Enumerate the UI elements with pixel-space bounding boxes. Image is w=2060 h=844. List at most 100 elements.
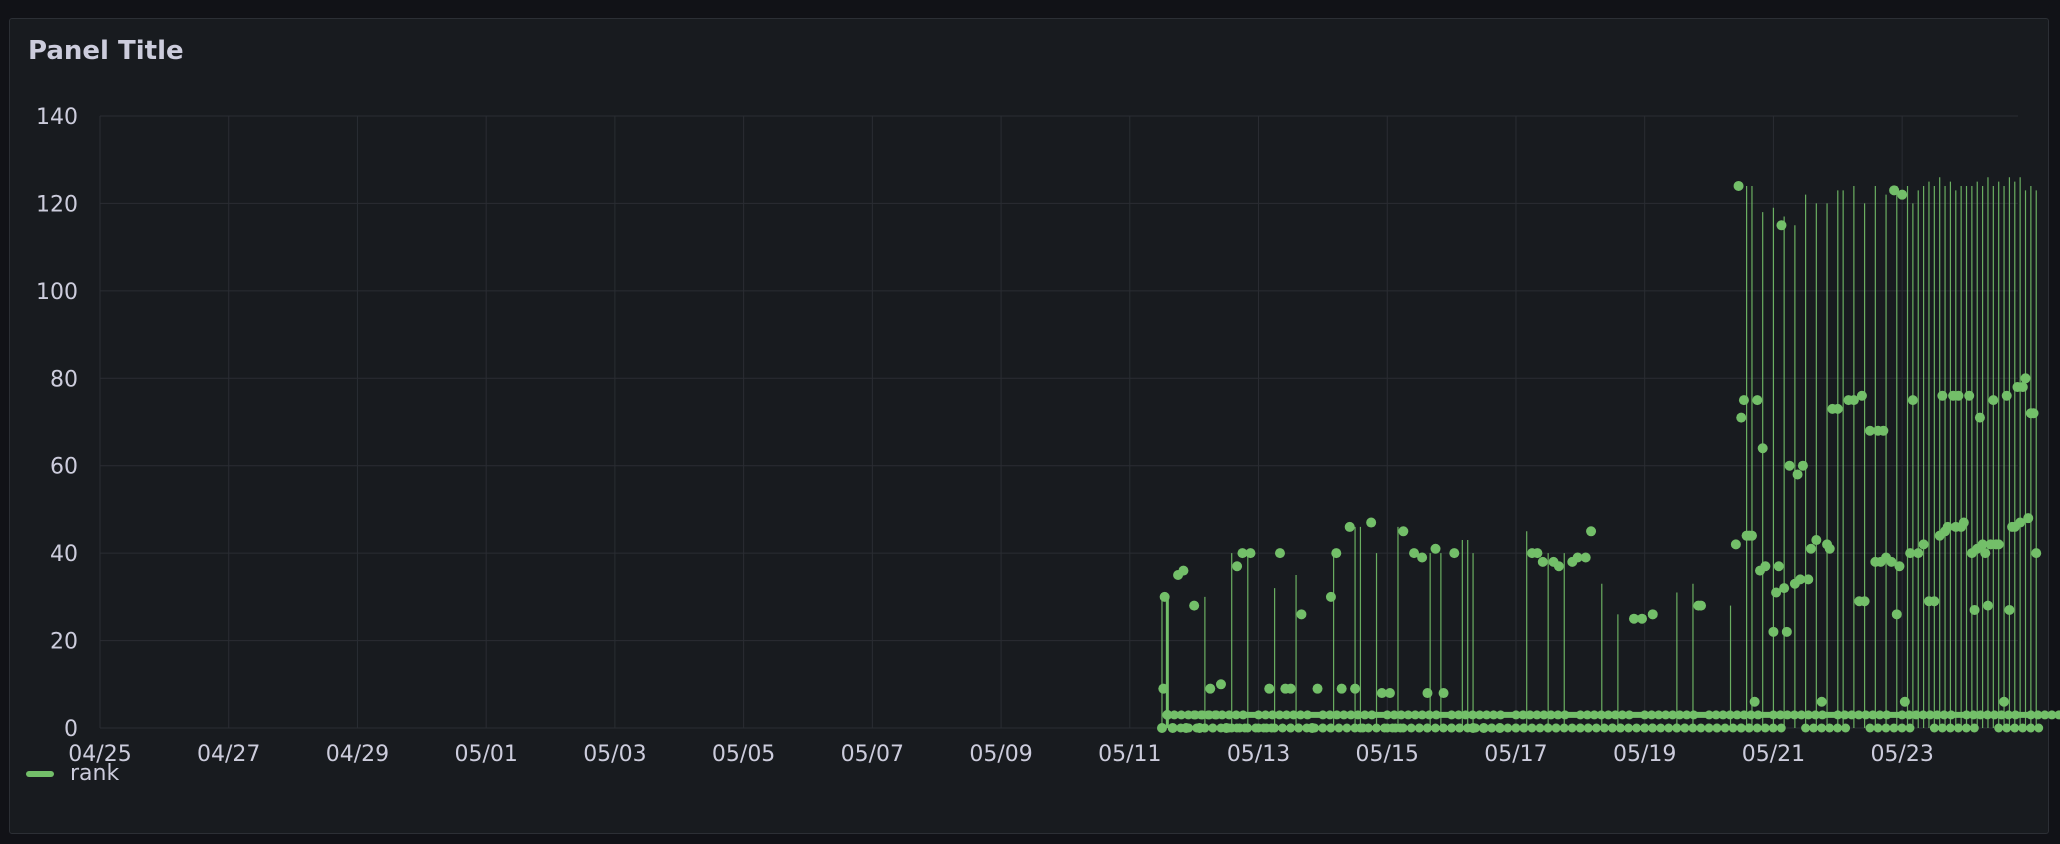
series-point xyxy=(1894,561,1905,572)
series-point xyxy=(1942,521,1953,532)
series-point xyxy=(1494,723,1505,733)
series-point xyxy=(1422,688,1433,699)
series-point xyxy=(1881,723,1891,733)
series-point xyxy=(1739,710,1749,720)
series-point xyxy=(1899,696,1910,707)
x-tick-label: 05/23 xyxy=(1870,742,1933,767)
series-point xyxy=(1575,723,1585,733)
series-point xyxy=(2023,513,2034,524)
series-point xyxy=(1816,696,1827,707)
series-point xyxy=(1675,710,1685,720)
series-point xyxy=(1360,710,1370,720)
series-point xyxy=(1632,723,1642,733)
series-point xyxy=(1560,710,1570,720)
series-point xyxy=(1801,723,1811,733)
series-point xyxy=(1918,539,1929,550)
series-point xyxy=(1603,710,1613,720)
series-point xyxy=(1546,710,1556,720)
series-point xyxy=(1680,723,1690,733)
x-tick-label: 05/03 xyxy=(583,742,646,767)
series-point xyxy=(1911,710,1921,720)
series-point xyxy=(1961,723,1971,733)
series-point xyxy=(1169,710,1179,720)
series-point xyxy=(1376,688,1387,699)
y-tick-label: 60 xyxy=(50,455,78,480)
legend-label-rank[interactable]: rank xyxy=(70,761,120,786)
series-point xyxy=(1326,723,1336,733)
series-point xyxy=(1976,710,1986,720)
series-point xyxy=(2034,723,2044,733)
series-point xyxy=(2026,710,2036,720)
series-point xyxy=(1189,600,1200,611)
series-point xyxy=(1274,548,1285,559)
series-point xyxy=(1878,425,1889,436)
series-point xyxy=(1532,710,1542,720)
series-point xyxy=(1993,539,2004,550)
x-tick-label: 04/27 xyxy=(197,742,260,767)
series-point xyxy=(1982,600,1993,611)
series-point xyxy=(1468,723,1479,733)
series-point xyxy=(1664,723,1674,733)
series-point xyxy=(1431,710,1441,720)
series-point xyxy=(1475,710,1485,720)
series-point xyxy=(1289,710,1299,720)
series-point xyxy=(1312,683,1323,694)
series-point xyxy=(1720,723,1730,733)
series-point xyxy=(1282,710,1292,720)
series-point xyxy=(1753,710,1763,720)
series-point xyxy=(1854,710,1864,720)
series-point xyxy=(1768,626,1779,637)
series-point xyxy=(1682,710,1692,720)
series-point xyxy=(1382,723,1392,733)
series-point xyxy=(1796,710,1806,720)
series-point xyxy=(1953,390,1964,401)
x-tick-label: 05/11 xyxy=(1098,742,1161,767)
series-point xyxy=(1307,723,1318,733)
series-point xyxy=(1367,710,1377,720)
series-point xyxy=(1907,395,1918,406)
series-point xyxy=(1730,539,1741,550)
y-tick-label: 100 xyxy=(36,280,78,305)
series-point xyxy=(1752,395,1763,406)
series-point xyxy=(1939,710,1949,720)
series-point xyxy=(1775,710,1785,720)
series-point xyxy=(1455,723,1465,733)
series-point xyxy=(1929,596,1940,607)
series-point xyxy=(1355,723,1365,733)
series-point xyxy=(2020,373,2031,384)
series-point xyxy=(1964,390,1975,401)
series-point xyxy=(1518,710,1528,720)
series-point xyxy=(1553,710,1563,720)
series-point xyxy=(1496,710,1506,720)
series-point xyxy=(1278,723,1288,733)
series-point xyxy=(1746,530,1757,541)
series-point xyxy=(1539,710,1549,720)
series-point xyxy=(1231,710,1241,720)
series-point xyxy=(1969,723,1979,733)
x-tick-label: 05/19 xyxy=(1613,742,1676,767)
series-point xyxy=(1583,723,1593,733)
series-point xyxy=(1712,723,1722,733)
series-point xyxy=(1809,723,1819,733)
legend-swatch-rank[interactable] xyxy=(26,770,54,777)
series-point xyxy=(1178,565,1189,576)
series-point xyxy=(1346,710,1356,720)
series-point xyxy=(1468,710,1478,720)
series-point xyxy=(1744,723,1754,733)
series-point xyxy=(1905,548,1916,559)
series-point xyxy=(1897,189,1908,200)
y-tick-label: 120 xyxy=(36,192,78,217)
y-tick-label: 20 xyxy=(50,630,78,655)
series-point xyxy=(1286,723,1296,733)
series-point xyxy=(1503,723,1513,733)
x-tick-label: 05/17 xyxy=(1484,742,1547,767)
series-point xyxy=(1353,710,1363,720)
series-point xyxy=(1189,710,1199,720)
series-point xyxy=(1430,723,1440,733)
series-point xyxy=(1637,613,1648,624)
series-point xyxy=(1296,710,1306,720)
series-point xyxy=(1261,710,1271,720)
legend: rank xyxy=(26,761,119,786)
series-point xyxy=(1575,710,1585,720)
series-point xyxy=(1390,723,1400,733)
